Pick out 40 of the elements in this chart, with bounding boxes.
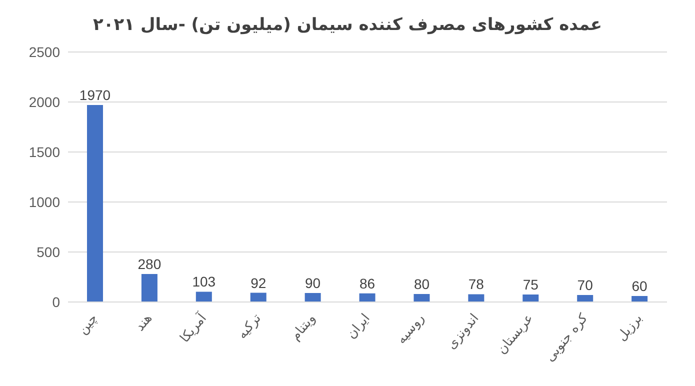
bar bbox=[304, 293, 321, 302]
data-label: 78 bbox=[468, 276, 484, 292]
x-tick-label: هند bbox=[132, 311, 156, 334]
chart-title: عمده کشورهای مصرف کننده سیمان (میلیون تن) -سال ۲۰۲۱ bbox=[92, 14, 603, 37]
y-tick-label: 2000 bbox=[28, 94, 60, 110]
data-label: 280 bbox=[138, 256, 162, 272]
x-tick-label: کره جنوبی bbox=[542, 310, 592, 365]
y-tick-label: 0 bbox=[52, 294, 60, 310]
data-label: 103 bbox=[192, 274, 216, 290]
x-tick-label: اندونزی bbox=[444, 311, 482, 353]
x-tick-label: ویتنام bbox=[288, 311, 319, 344]
data-label: 92 bbox=[250, 274, 266, 291]
bar bbox=[414, 294, 430, 302]
bar bbox=[468, 294, 484, 302]
bar bbox=[577, 295, 594, 302]
x-tick-label: روسیه bbox=[394, 311, 428, 348]
y-tick-label: 2500 bbox=[28, 44, 60, 60]
y-tick-label: 500 bbox=[36, 244, 60, 260]
bar bbox=[250, 292, 266, 302]
x-tick-label: آمریکا bbox=[176, 308, 211, 346]
bar bbox=[196, 292, 212, 302]
bar bbox=[359, 293, 376, 302]
data-label: 60 bbox=[632, 278, 648, 294]
data-label: 80 bbox=[414, 276, 430, 292]
x-tick-label: چین bbox=[75, 311, 102, 338]
data-label: 90 bbox=[305, 275, 321, 291]
data-label: 1970 bbox=[79, 87, 111, 103]
x-tick-label: ایران bbox=[344, 311, 374, 342]
x-tick-label: ترکیه bbox=[234, 310, 265, 342]
data-label: 86 bbox=[359, 275, 376, 292]
y-tick-label: 1500 bbox=[28, 144, 60, 160]
bar bbox=[87, 105, 103, 302]
x-tick-label: برزیل bbox=[614, 311, 646, 344]
bar bbox=[522, 294, 539, 302]
data-label: 75 bbox=[522, 276, 539, 292]
x-tick-label: عربستان bbox=[494, 311, 537, 358]
bar bbox=[141, 274, 158, 302]
y-tick-label: 1000 bbox=[28, 194, 60, 210]
data-label: 70 bbox=[577, 277, 594, 293]
bar bbox=[632, 296, 648, 302]
